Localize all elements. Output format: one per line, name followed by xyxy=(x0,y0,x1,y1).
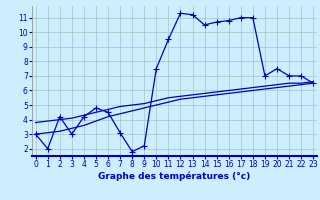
X-axis label: Graphe des températures (°c): Graphe des températures (°c) xyxy=(98,172,251,181)
